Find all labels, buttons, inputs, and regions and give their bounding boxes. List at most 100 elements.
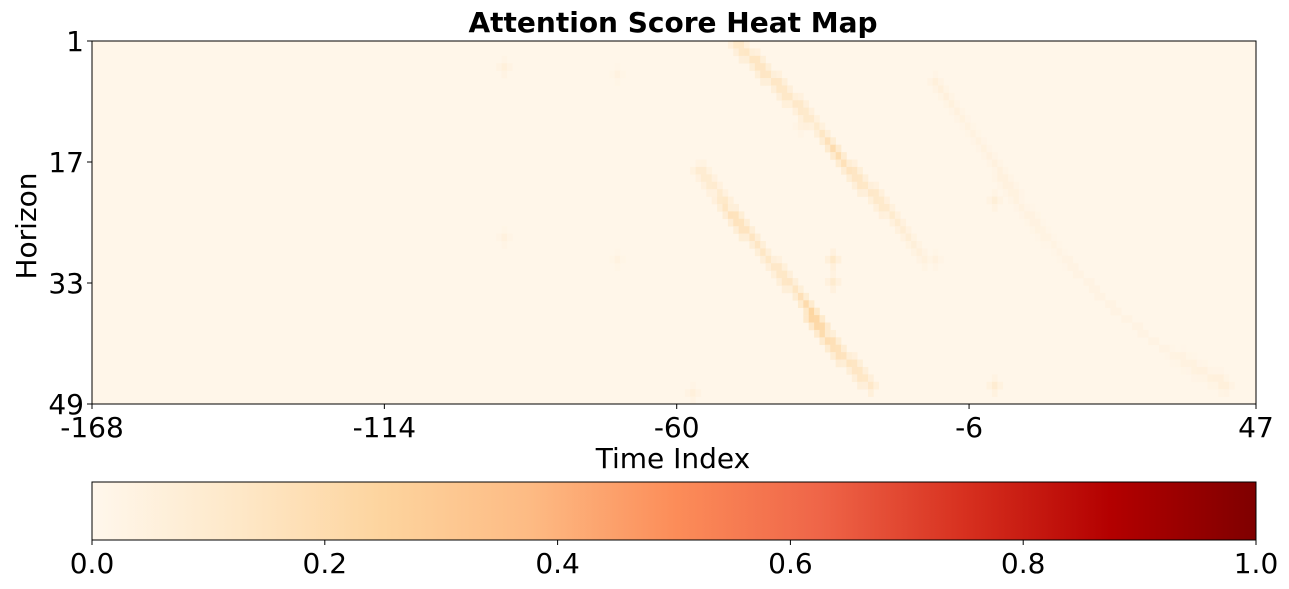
- heatmap-cell: [620, 255, 626, 264]
- heatmap-cell: [803, 307, 810, 316]
- heatmap-cell: [1072, 270, 1079, 279]
- heatmap-cell: [862, 189, 869, 197]
- heatmap-cell: [862, 366, 869, 375]
- heatmap-cell: [986, 144, 993, 153]
- heatmap-cell: [808, 107, 815, 116]
- heatmap-cell: [1142, 329, 1149, 338]
- heatmap-cell: [1062, 263, 1068, 271]
- heatmap-cell: [873, 196, 880, 205]
- heatmap-cell: [943, 92, 950, 101]
- y-tick-label: 17: [48, 146, 84, 179]
- heatmap-cell: [797, 92, 804, 101]
- heatmap-cell: [765, 248, 772, 257]
- heatmap-cell: [911, 241, 917, 249]
- heatmap-cell: [824, 255, 831, 264]
- heatmap-cell: [760, 55, 766, 64]
- heatmap-cell: [781, 263, 788, 271]
- heatmap-cell: [1223, 381, 1230, 390]
- heatmap-cell: [690, 166, 696, 175]
- heatmap-cell: [787, 278, 793, 286]
- heatmap-cell: [1035, 233, 1041, 242]
- heatmap-cell: [959, 107, 966, 116]
- heatmap-cell: [991, 203, 998, 212]
- heatmap-cell: [824, 322, 831, 331]
- heatmap-cell: [760, 70, 766, 79]
- heatmap-cell: [975, 129, 982, 138]
- heatmap-cells: [92, 41, 1256, 405]
- heatmap-cell: [884, 196, 890, 205]
- colorbar-ticks: 0.0 0.2 0.4 0.6 0.8 1.0: [70, 540, 1278, 580]
- heatmap-cell: [1018, 196, 1025, 205]
- heatmap-cell: [808, 307, 815, 316]
- heatmap-cell: [932, 70, 939, 79]
- heatmap-cell: [835, 255, 842, 264]
- heatmap-cell: [830, 248, 836, 257]
- heatmap-cell: [776, 270, 783, 279]
- heatmap-cell: [1051, 241, 1057, 249]
- heatmap-cell: [991, 189, 998, 197]
- heatmap-cell: [868, 389, 874, 397]
- heatmap-cell: [706, 189, 713, 197]
- heatmap-cell: [695, 389, 702, 397]
- heatmap-cell: [803, 100, 810, 108]
- heatmap-cell: [776, 255, 783, 264]
- heatmap-cell: [614, 263, 621, 271]
- heatmap-cell: [765, 255, 772, 264]
- heatmap-cell: [873, 189, 880, 197]
- heatmap-cell: [496, 63, 502, 71]
- heatmap-cell: [1035, 211, 1041, 220]
- y-tick-label: 49: [48, 388, 84, 421]
- heatmap-cell: [1212, 366, 1219, 375]
- heatmap-cell: [808, 300, 815, 308]
- heatmap-cell: [954, 107, 960, 116]
- heatmap-cell: [830, 263, 836, 271]
- heatmap-cell: [1137, 322, 1144, 331]
- heatmap-cell: [991, 374, 998, 383]
- heatmap-cell: [695, 159, 702, 168]
- heatmap-cell: [862, 181, 869, 190]
- heatmap-cell: [1067, 263, 1074, 271]
- heatmap-cell: [760, 255, 766, 264]
- heatmap-cell: [846, 359, 853, 368]
- heatmap-cell: [771, 78, 777, 86]
- heatmap-cell: [921, 248, 928, 257]
- heatmap-cell: [1072, 263, 1079, 271]
- heatmap-cell: [781, 285, 788, 294]
- heatmap-cell: [841, 344, 847, 353]
- heatmap-cell: [846, 352, 853, 360]
- heatmap-cell: [711, 181, 718, 190]
- heatmap-cell: [1212, 381, 1219, 390]
- heatmap-cell: [792, 100, 799, 108]
- heatmap-cell: [835, 352, 842, 360]
- heatmap-cell: [797, 115, 804, 123]
- heatmap-cell: [690, 389, 696, 397]
- heatmap-cell: [894, 211, 901, 220]
- heatmap-cell: [711, 196, 718, 205]
- heatmap-cell: [878, 203, 885, 212]
- heatmap-cell: [1056, 255, 1063, 264]
- heatmap-cell: [733, 48, 739, 57]
- heatmap-cell: [1105, 300, 1111, 308]
- heatmap-cell: [754, 233, 761, 242]
- heatmap-cell: [970, 122, 977, 131]
- heatmap-cell: [1126, 315, 1133, 323]
- heatmap-cell: [1013, 196, 1020, 205]
- heatmap-cell: [841, 352, 847, 360]
- heatmap-cell: [921, 263, 928, 271]
- heatmap-cell: [868, 189, 874, 197]
- heatmap-cell: [857, 359, 863, 368]
- heatmap-cell: [927, 255, 933, 264]
- heatmap-cell: [614, 248, 621, 257]
- heatmap-cell: [614, 78, 621, 86]
- heatmap-cell: [803, 122, 810, 131]
- heatmap-cell: [1002, 181, 1009, 190]
- heatmap-cell: [1024, 203, 1030, 212]
- heatmap-cell: [690, 396, 696, 405]
- heatmap-cell: [889, 218, 896, 227]
- heatmap-cell: [792, 107, 799, 116]
- heatmap-cell: [754, 48, 761, 57]
- heatmap-cell: [857, 189, 863, 197]
- heatmap-cell: [851, 359, 858, 368]
- heatmap-cell: [781, 100, 788, 108]
